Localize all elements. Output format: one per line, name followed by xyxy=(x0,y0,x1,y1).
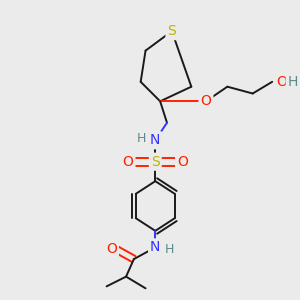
Text: O: O xyxy=(177,155,188,169)
Text: H: H xyxy=(165,243,175,256)
Text: N: N xyxy=(150,133,160,147)
Text: O: O xyxy=(200,94,211,108)
Text: O: O xyxy=(106,242,117,256)
Text: O: O xyxy=(123,155,134,169)
Text: S: S xyxy=(167,24,176,38)
Text: H: H xyxy=(288,75,298,89)
Text: N: N xyxy=(150,240,160,254)
Text: S: S xyxy=(151,155,160,169)
Text: H: H xyxy=(137,132,146,145)
Text: O: O xyxy=(276,75,287,89)
